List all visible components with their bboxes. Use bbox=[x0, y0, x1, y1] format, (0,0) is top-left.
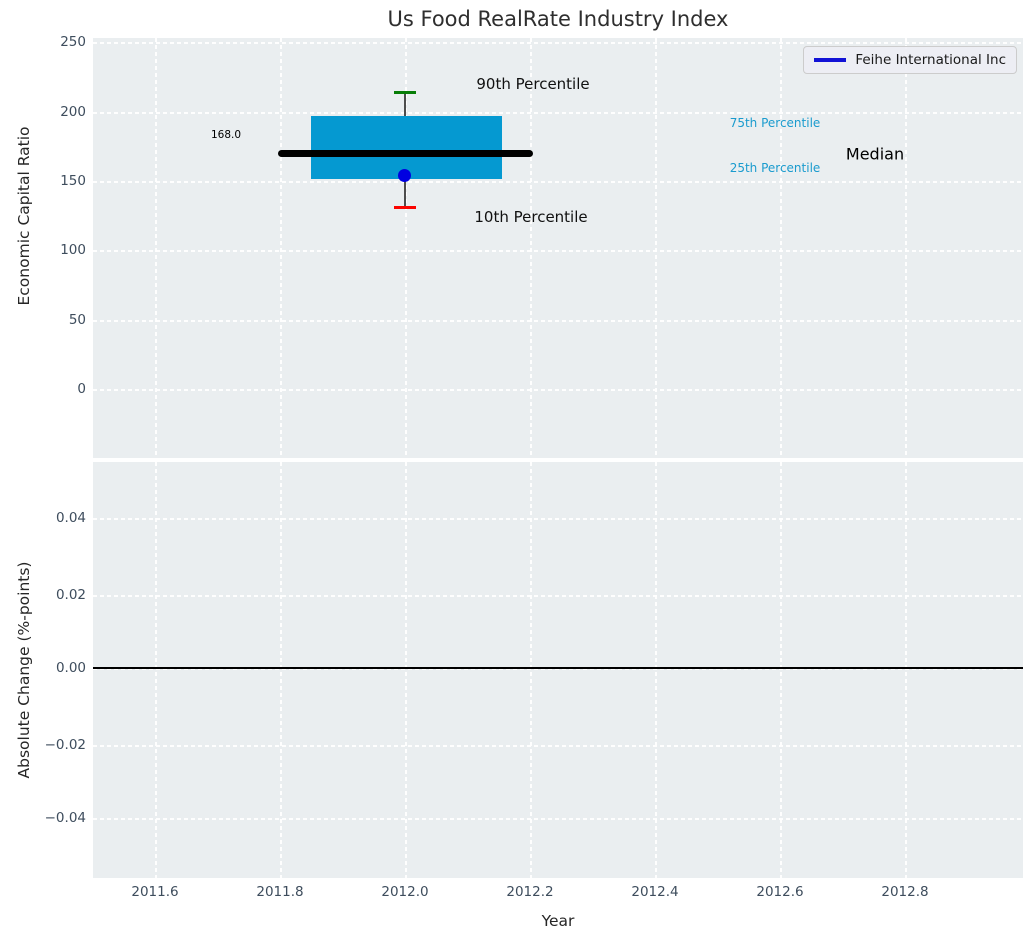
gridline bbox=[280, 462, 282, 878]
whisker-cap-10th bbox=[394, 206, 416, 210]
label-90th-percentile: 90th Percentile bbox=[476, 75, 590, 93]
gridline bbox=[780, 38, 782, 458]
gridline bbox=[93, 595, 1023, 597]
gridline bbox=[905, 462, 907, 878]
gridline bbox=[405, 38, 407, 458]
legend: Feihe International Inc bbox=[803, 46, 1017, 74]
label-median: Median bbox=[845, 144, 905, 164]
xtick: 2012.4 bbox=[631, 884, 679, 900]
ytick-top: 0 bbox=[77, 381, 86, 397]
top-y-axis-label: Economic Capital Ratio bbox=[15, 126, 33, 306]
gridline bbox=[93, 320, 1023, 322]
gridline bbox=[655, 462, 657, 878]
ytick-top: 50 bbox=[68, 312, 86, 328]
ytick-top: 200 bbox=[60, 104, 86, 120]
xtick: 2011.6 bbox=[131, 884, 179, 900]
ytick-top: 100 bbox=[60, 242, 86, 258]
ytick-bottom: 0.04 bbox=[55, 510, 86, 526]
label-75th-percentile: 75th Percentile bbox=[729, 116, 821, 130]
xtick: 2011.8 bbox=[256, 884, 304, 900]
gridline bbox=[155, 38, 157, 458]
median-value-label: 168.0 bbox=[210, 129, 242, 141]
gridline bbox=[655, 38, 657, 458]
gridline bbox=[530, 38, 532, 458]
gridline bbox=[93, 42, 1023, 44]
gridline bbox=[93, 518, 1023, 520]
legend-line-sample bbox=[814, 58, 847, 62]
label-25th-percentile: 25th Percentile bbox=[729, 161, 821, 175]
gridline bbox=[93, 745, 1023, 747]
ytick-bottom: −0.04 bbox=[44, 810, 86, 826]
ytick-bottom: 0.00 bbox=[55, 660, 86, 676]
ytick-bottom: 0.02 bbox=[55, 587, 86, 603]
gridline bbox=[155, 462, 157, 878]
whisker-cap-90th bbox=[394, 91, 416, 95]
percentile-box bbox=[311, 116, 502, 179]
ytick-bottom: −0.02 bbox=[44, 737, 86, 753]
ytick-top: 150 bbox=[60, 173, 86, 189]
legend-entry-label: Feihe International Inc bbox=[855, 52, 1006, 68]
chart-title: Us Food RealRate Industry Index bbox=[387, 7, 729, 31]
gridline bbox=[780, 462, 782, 878]
gridline bbox=[93, 112, 1023, 114]
x-axis-label: Year bbox=[541, 912, 575, 930]
gridline bbox=[93, 818, 1023, 820]
xtick: 2012.8 bbox=[881, 884, 929, 900]
xtick: 2012.2 bbox=[506, 884, 554, 900]
top-plot-area: 168.0 90th Percentile 10th Percentile 75… bbox=[93, 38, 1023, 458]
median-line bbox=[278, 150, 533, 157]
label-10th-percentile: 10th Percentile bbox=[474, 208, 588, 226]
bottom-plot-area bbox=[93, 462, 1023, 878]
gridline bbox=[405, 462, 407, 878]
zero-baseline bbox=[93, 667, 1023, 669]
xtick: 2012.6 bbox=[756, 884, 804, 900]
gridline bbox=[905, 38, 907, 458]
ytick-top: 250 bbox=[60, 34, 86, 50]
gridline bbox=[530, 462, 532, 878]
gridline bbox=[280, 38, 282, 458]
company-marker-dot bbox=[398, 169, 411, 182]
gridline bbox=[93, 181, 1023, 183]
xtick: 2012.0 bbox=[381, 884, 429, 900]
bottom-y-axis-label: Absolute Change (%-points) bbox=[15, 561, 33, 779]
gridline bbox=[93, 250, 1023, 252]
gridline bbox=[93, 389, 1023, 391]
